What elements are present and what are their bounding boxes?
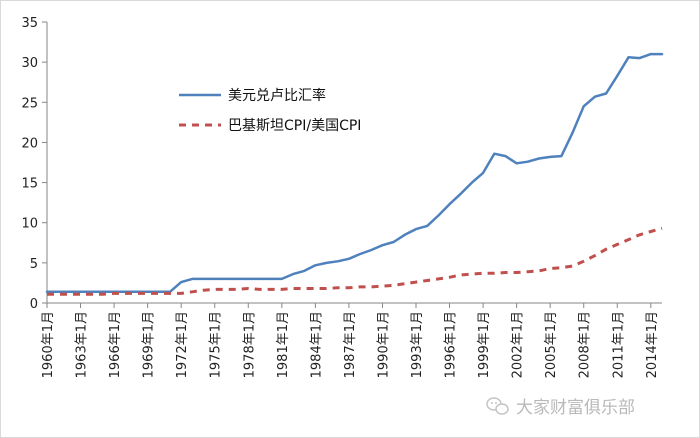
y-tick-label: 10 <box>21 217 38 232</box>
x-tick-label: 1975年1月 <box>209 311 224 378</box>
y-tick-label: 35 <box>21 16 38 31</box>
y-tick-label: 25 <box>21 96 38 111</box>
x-tick-label: 2008年1月 <box>578 311 593 378</box>
x-tick-label: 1990年1月 <box>376 311 391 378</box>
series-layer <box>45 52 664 296</box>
y-tick-label: 5 <box>30 257 38 272</box>
x-tick-label: 1984年1月 <box>309 311 324 378</box>
x-tick-label: 2005年1月 <box>544 311 559 378</box>
x-tick-label: 1981年1月 <box>276 311 291 378</box>
x-tick-label: 1969年1月 <box>142 311 157 378</box>
y-tick-label: 30 <box>21 56 38 71</box>
legend-label-cpi-ratio: 巴基斯坦CPI/美国CPI <box>228 117 361 134</box>
watermark: 大家财富俱乐部 <box>486 397 635 418</box>
x-tick-label: 1960年1月 <box>41 311 56 378</box>
x-tick-label: 1999年1月 <box>477 311 492 378</box>
x-tick-label: 1978年1月 <box>242 311 257 378</box>
wechat-icon <box>486 397 509 415</box>
x-tick-label: 1966年1月 <box>108 311 123 378</box>
y-tick-label: 15 <box>21 177 38 192</box>
y-axis: 0 5 10 15 20 25 30 35 <box>21 16 48 312</box>
x-tick-label: 1996年1月 <box>444 311 459 378</box>
watermark-text: 大家财富俱乐部 <box>516 398 635 418</box>
x-tick-label: 2011年1月 <box>611 311 626 378</box>
y-tick-label: 20 <box>21 136 38 151</box>
legend: 美元兑卢比汇率 巴基斯坦CPI/美国CPI <box>179 87 361 134</box>
x-tick-label: 1963年1月 <box>75 311 90 378</box>
series-line-0 <box>45 52 664 294</box>
x-tick-label: 1987年1月 <box>343 311 358 378</box>
x-tick-label: 1972年1月 <box>175 311 190 378</box>
x-tick-label: 2014年1月 <box>645 311 660 378</box>
x-axis: 1960年1月 1963年1月 1966年1月 1969年1月 1972年1月 1975年… <box>41 302 662 378</box>
y-tick-label: 0 <box>30 297 38 312</box>
series-line-1 <box>47 226 663 296</box>
x-tick-label: 1993年1月 <box>410 311 425 378</box>
legend-label-exchange-rate: 美元兑卢比汇率 <box>228 87 326 104</box>
x-tick-label: 2002年1月 <box>511 311 526 378</box>
